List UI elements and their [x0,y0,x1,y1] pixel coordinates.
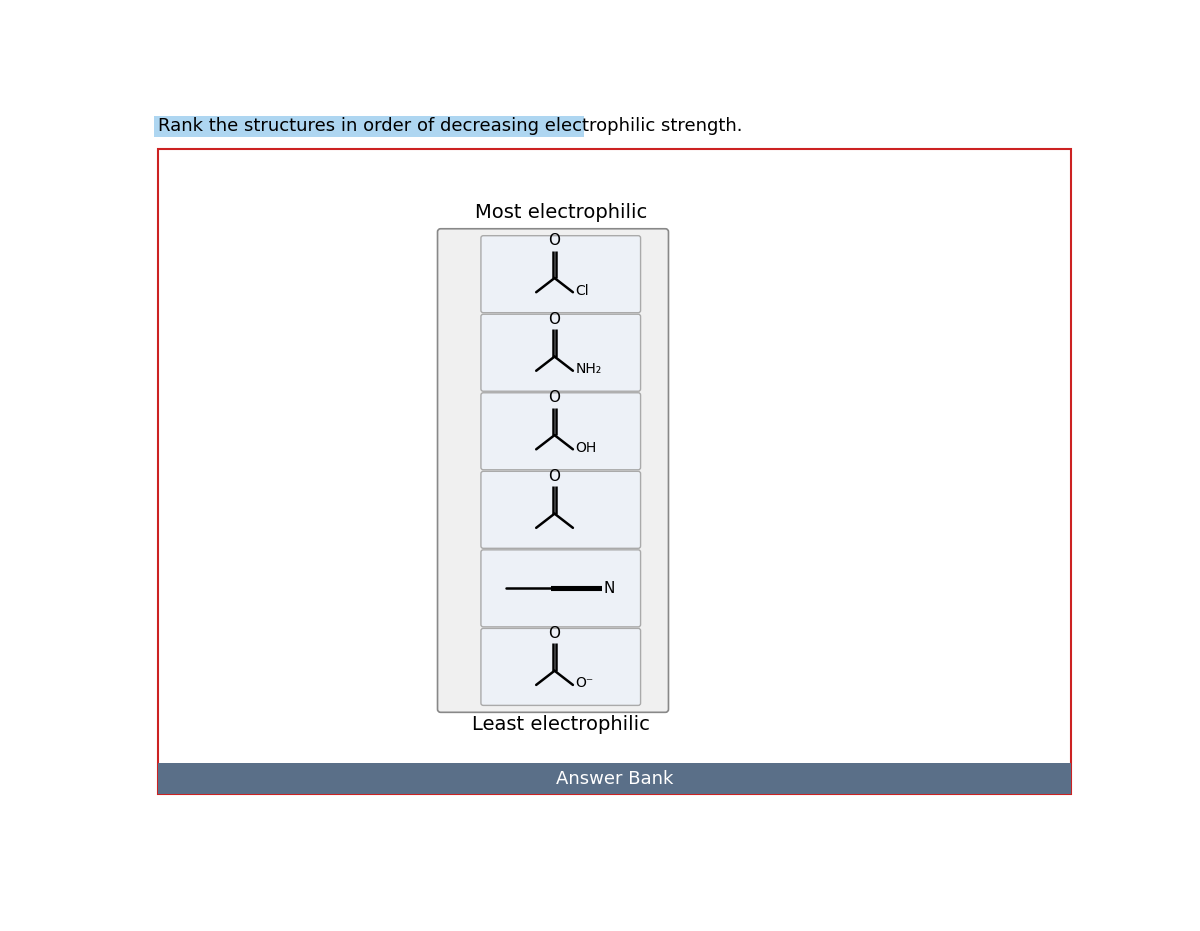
FancyBboxPatch shape [157,149,1070,794]
Text: O: O [548,312,560,327]
FancyBboxPatch shape [438,229,668,712]
Text: O: O [548,390,560,405]
Text: Least electrophilic: Least electrophilic [472,715,649,735]
FancyBboxPatch shape [481,471,641,548]
FancyBboxPatch shape [154,115,584,137]
Text: O⁻: O⁻ [575,677,594,691]
Text: O: O [548,626,560,641]
Text: Rank the structures in order of decreasing electrophilic strength.: Rank the structures in order of decreasi… [157,117,743,135]
Text: Answer Bank: Answer Bank [557,770,673,788]
Text: OH: OH [575,440,596,454]
Text: Cl: Cl [575,284,589,298]
Text: O: O [548,469,560,484]
Text: NH₂: NH₂ [575,362,601,376]
Text: O: O [548,234,560,249]
FancyBboxPatch shape [157,763,1070,794]
FancyBboxPatch shape [481,628,641,706]
Text: N: N [604,581,616,596]
FancyBboxPatch shape [481,315,641,391]
FancyBboxPatch shape [481,550,641,627]
FancyBboxPatch shape [481,236,641,313]
FancyBboxPatch shape [481,393,641,470]
Text: Most electrophilic: Most electrophilic [475,203,647,223]
